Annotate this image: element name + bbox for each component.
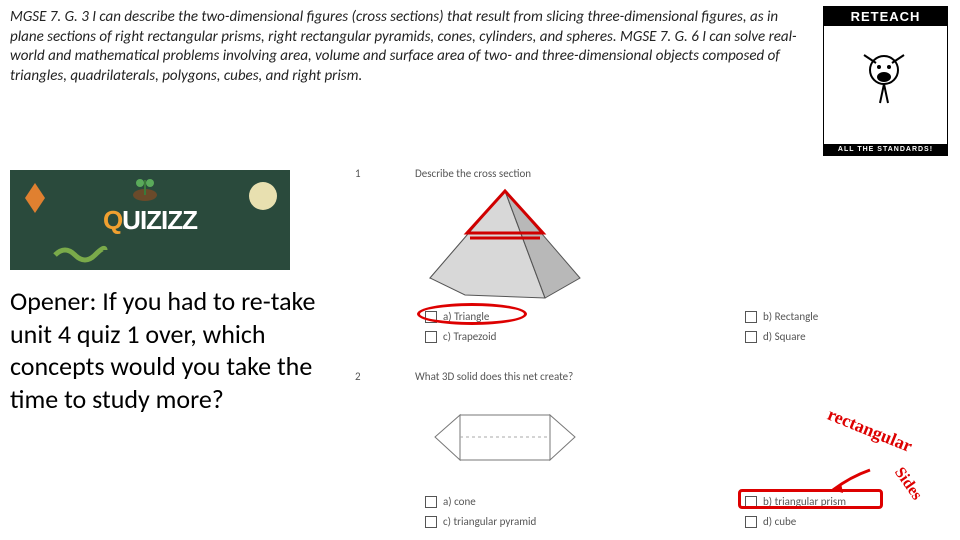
meme-top-text: RETEACH (824, 7, 947, 26)
checkbox-icon (745, 331, 757, 343)
q1-answer-circle (417, 303, 527, 325)
meme-image: RETEACH ALL THE STANDARDS! (823, 6, 948, 156)
checkbox-icon (425, 496, 437, 508)
worksheet-region: 1 Describe the cross section a) Triangle… (345, 165, 950, 535)
checkbox-icon (425, 331, 437, 343)
q1-opt-b[interactable]: b) Rectangle (745, 310, 818, 323)
q1-number: 1 (355, 167, 361, 180)
opener-text: Opener: If you had to re-take unit 4 qui… (10, 285, 330, 415)
pyramid-figure (415, 183, 595, 303)
q1-opt-d[interactable]: d) Square (745, 330, 806, 343)
plant-icon (130, 175, 160, 205)
checkbox-icon (745, 516, 757, 528)
annotation-sides: Sides (890, 464, 925, 503)
quizizz-text: QQUIZIZZUIZIZZ (103, 205, 197, 236)
q2-opt-d[interactable]: d) cube (745, 515, 796, 528)
q2-number: 2 (355, 370, 361, 383)
checkbox-icon (425, 516, 437, 528)
checkbox-icon (745, 311, 757, 323)
q1-opt-c-label: c) Trapezoid (443, 330, 496, 343)
annotation-arrow-icon (825, 465, 875, 495)
q1-opt-c[interactable]: c) Trapezoid (425, 330, 496, 343)
q2-opt-c-label: c) triangular pyramid (443, 515, 536, 528)
q2-prompt: What 3D solid does this net create? (415, 370, 573, 383)
q1-prompt: Describe the cross section (415, 167, 531, 180)
quizizz-logo: QQUIZIZZUIZIZZ (10, 170, 290, 270)
q2-opt-d-label: d) cube (763, 515, 796, 528)
annotation-rectangular: rectangular (824, 404, 915, 457)
q2-opt-a[interactable]: a) cone (425, 495, 476, 508)
meme-face-icon (854, 45, 914, 105)
q1-opt-b-label: b) Rectangle (763, 310, 818, 323)
snake-icon (50, 240, 110, 265)
net-figure (405, 395, 605, 480)
q1-opt-d-label: d) Square (763, 330, 806, 343)
meme-bottom-text: ALL THE STANDARDS! (824, 144, 947, 155)
standards-text: MGSE 7. G. 3 I can describe the two-dime… (10, 8, 810, 86)
q2-opt-c[interactable]: c) triangular pyramid (425, 515, 536, 528)
moon-icon (245, 178, 280, 213)
q2-opt-a-label: a) cone (443, 495, 476, 508)
fox-icon (20, 178, 50, 218)
